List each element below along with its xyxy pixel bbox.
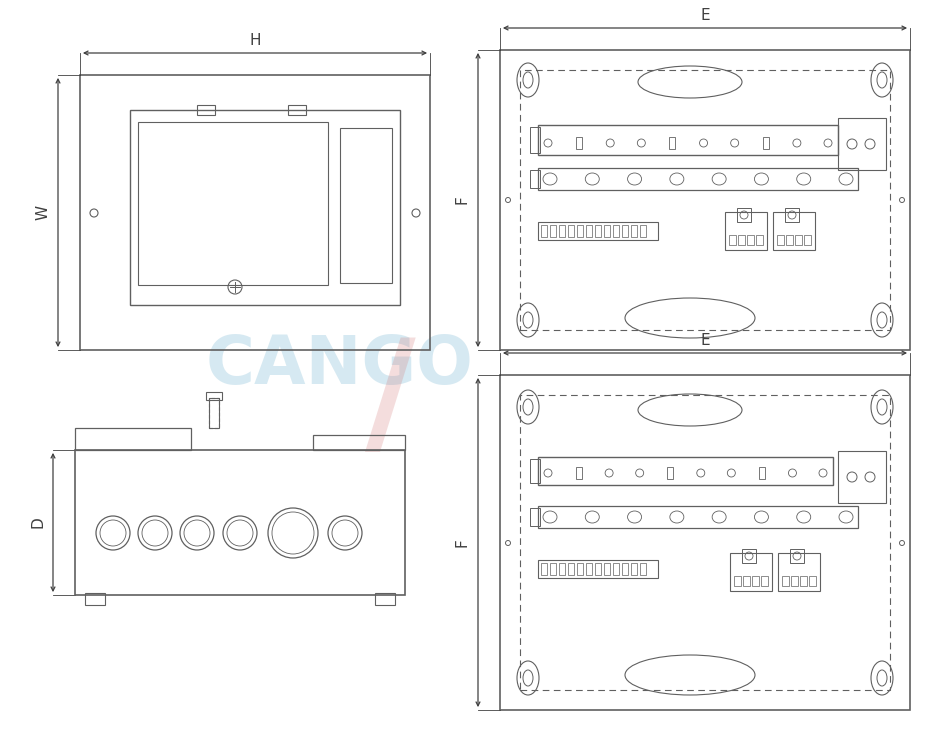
Bar <box>640 563 646 575</box>
Bar <box>500 50 910 350</box>
Bar <box>500 375 910 710</box>
Bar <box>737 208 751 222</box>
Bar <box>576 137 582 149</box>
Bar <box>80 75 430 350</box>
Text: D: D <box>30 517 45 528</box>
Bar <box>809 576 816 586</box>
Bar <box>838 451 886 503</box>
Bar <box>761 576 768 586</box>
Bar <box>530 127 540 153</box>
Bar <box>559 563 565 575</box>
Bar <box>640 225 646 237</box>
Bar <box>668 467 673 479</box>
Bar <box>312 434 405 450</box>
Bar <box>595 563 601 575</box>
Bar <box>586 225 592 237</box>
Bar <box>734 576 741 586</box>
Bar <box>541 225 547 237</box>
Bar <box>790 549 804 563</box>
Bar <box>138 122 328 285</box>
Bar <box>520 70 890 330</box>
Bar <box>75 428 190 450</box>
Bar <box>538 506 858 528</box>
Bar <box>530 170 540 188</box>
Bar <box>743 576 750 586</box>
Bar <box>747 235 754 245</box>
Bar <box>763 137 769 149</box>
Bar <box>208 398 219 428</box>
Bar <box>785 208 799 222</box>
Text: E: E <box>701 8 710 23</box>
Bar <box>777 235 784 245</box>
Bar <box>85 593 105 605</box>
Bar <box>575 467 582 479</box>
Bar <box>206 392 222 400</box>
Bar <box>530 459 540 483</box>
Bar <box>631 563 637 575</box>
Bar <box>778 553 820 591</box>
Bar <box>375 593 395 605</box>
Bar <box>130 110 400 305</box>
Bar <box>795 235 802 245</box>
Text: /: / <box>365 332 415 468</box>
Bar <box>791 576 798 586</box>
Bar <box>538 125 838 155</box>
Bar <box>568 225 574 237</box>
Bar <box>738 235 745 245</box>
Bar <box>550 225 556 237</box>
Bar <box>631 225 637 237</box>
Bar <box>773 212 815 250</box>
Text: F: F <box>455 538 470 547</box>
Bar <box>613 225 619 237</box>
Bar <box>568 563 574 575</box>
Bar <box>586 563 592 575</box>
Bar <box>782 576 789 586</box>
Bar <box>289 105 306 115</box>
Text: W: W <box>35 205 50 220</box>
Bar <box>730 553 772 591</box>
Bar <box>559 225 565 237</box>
Bar <box>622 225 628 237</box>
Bar <box>196 105 215 115</box>
Bar <box>577 563 583 575</box>
Bar <box>340 128 392 283</box>
Bar <box>670 137 675 149</box>
Bar <box>725 212 767 250</box>
Bar <box>577 225 583 237</box>
Bar <box>804 235 811 245</box>
Bar <box>538 168 858 190</box>
Bar <box>786 235 793 245</box>
Bar <box>838 118 886 170</box>
Bar <box>613 563 619 575</box>
Bar <box>550 563 556 575</box>
Text: H: H <box>249 33 261 48</box>
Bar <box>75 450 405 595</box>
Bar <box>622 563 628 575</box>
Text: F: F <box>455 195 470 204</box>
Bar <box>756 235 763 245</box>
Bar <box>729 235 736 245</box>
Bar <box>800 576 807 586</box>
Bar <box>208 398 219 428</box>
Bar <box>604 225 610 237</box>
Text: E: E <box>701 333 710 348</box>
Bar <box>538 222 658 240</box>
Text: CANGO: CANGO <box>207 332 474 398</box>
Bar <box>530 508 540 526</box>
Bar <box>604 563 610 575</box>
Bar <box>541 563 547 575</box>
Bar <box>742 549 756 563</box>
Bar <box>520 395 890 690</box>
Bar <box>538 457 833 485</box>
Bar <box>595 225 601 237</box>
Bar <box>759 467 765 479</box>
Bar <box>538 560 658 578</box>
Bar <box>752 576 759 586</box>
